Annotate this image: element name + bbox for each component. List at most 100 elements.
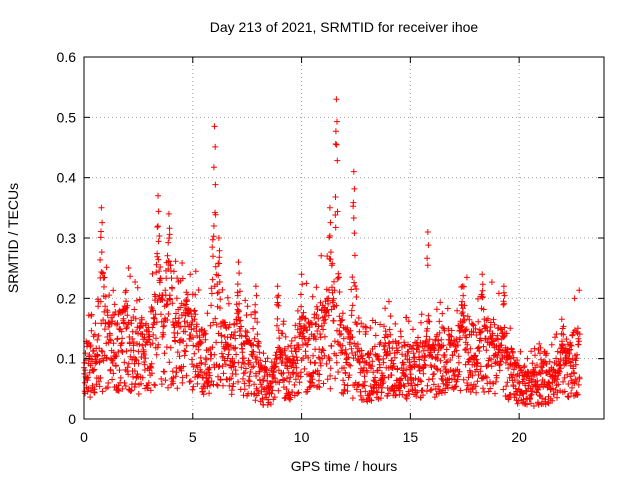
data-point — [353, 386, 360, 393]
data-point — [244, 303, 251, 310]
data-point — [239, 349, 246, 356]
data-point — [372, 319, 379, 326]
data-point — [230, 380, 237, 387]
data-point — [124, 364, 131, 371]
data-point — [246, 373, 253, 380]
data-point — [244, 329, 251, 336]
data-point — [98, 204, 105, 211]
data-point — [90, 367, 97, 374]
data-point — [102, 293, 109, 300]
data-point — [382, 305, 389, 312]
data-point — [358, 320, 365, 327]
data-point — [309, 376, 316, 383]
data-point — [349, 395, 356, 402]
data-point — [324, 376, 331, 383]
data-point — [212, 181, 219, 188]
data-point — [463, 326, 470, 333]
data-point — [306, 384, 313, 391]
data-point — [127, 273, 134, 280]
data-point — [334, 118, 340, 125]
data-point — [571, 370, 578, 377]
data-point — [423, 333, 430, 340]
data-point — [455, 359, 462, 366]
data-point — [381, 334, 388, 341]
data-point — [500, 386, 507, 393]
data-point — [391, 354, 398, 361]
data-point — [215, 364, 222, 370]
data-point — [207, 322, 214, 329]
data-point — [164, 301, 171, 308]
data-point — [440, 380, 447, 387]
data-point — [150, 331, 157, 338]
data-point — [418, 319, 424, 326]
data-point — [255, 343, 262, 350]
data-point — [172, 338, 179, 345]
data-point — [321, 320, 328, 327]
data-point — [202, 336, 209, 343]
data-point — [422, 362, 429, 369]
data-point — [125, 371, 132, 378]
data-point — [253, 373, 260, 379]
data-point — [313, 284, 320, 291]
data-point — [166, 235, 173, 242]
data-point — [446, 375, 453, 382]
data-point — [470, 322, 477, 329]
data-point — [461, 316, 468, 323]
data-point — [219, 286, 226, 293]
data-point — [174, 275, 181, 282]
data-point — [228, 387, 235, 394]
data-point — [132, 380, 139, 387]
data-point — [183, 342, 190, 349]
data-point — [165, 311, 172, 317]
data-point — [241, 360, 248, 367]
data-point — [507, 355, 514, 362]
data-point — [510, 372, 517, 378]
data-point — [405, 318, 412, 325]
data-point — [285, 390, 292, 396]
data-point — [226, 382, 233, 389]
data-point — [172, 258, 179, 265]
data-point — [163, 344, 170, 351]
data-point — [293, 354, 300, 361]
data-point — [275, 302, 282, 309]
data-point — [158, 295, 165, 302]
data-point — [110, 340, 117, 347]
data-point — [423, 388, 430, 395]
data-point — [493, 374, 500, 381]
data-point — [174, 385, 181, 392]
data-point — [98, 347, 105, 354]
data-point — [287, 374, 294, 381]
data-point — [214, 290, 221, 297]
data-point — [231, 345, 238, 352]
data-point — [257, 357, 264, 364]
data-point — [85, 374, 92, 381]
data-point — [338, 330, 345, 337]
data-point — [86, 369, 93, 376]
data-point — [420, 392, 426, 399]
data-point — [111, 311, 118, 318]
data-point — [424, 229, 431, 235]
data-point — [161, 322, 168, 329]
data-point — [304, 327, 311, 334]
data-point — [478, 291, 485, 298]
data-point — [114, 320, 121, 327]
data-point — [287, 394, 294, 401]
data-point — [152, 293, 159, 300]
data-point — [463, 334, 470, 341]
y-tick-label: 0.4 — [57, 170, 77, 186]
data-point — [406, 356, 413, 363]
data-point — [339, 342, 346, 349]
data-point — [455, 371, 462, 378]
data-point — [495, 290, 502, 297]
data-point — [149, 324, 156, 331]
data-point — [549, 397, 556, 404]
data-point — [161, 368, 168, 375]
data-point — [336, 313, 343, 320]
data-point — [135, 348, 142, 355]
data-point — [218, 332, 225, 339]
data-point — [146, 364, 153, 371]
data-point — [387, 331, 394, 338]
data-point — [321, 352, 328, 359]
data-point — [167, 262, 174, 269]
